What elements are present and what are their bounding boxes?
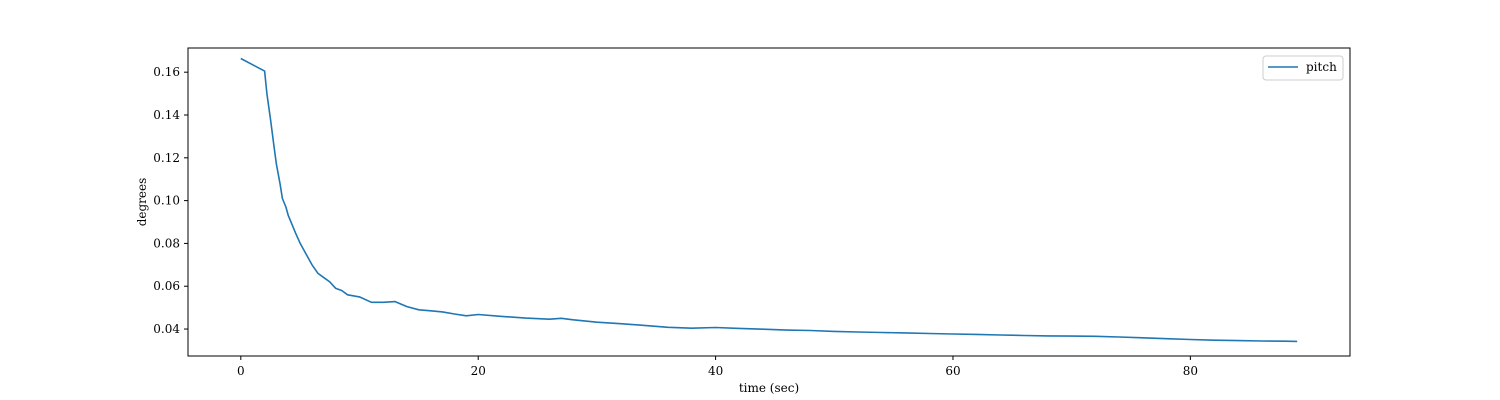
legend-box bbox=[1262, 55, 1344, 81]
y-tick-label: 0.08 bbox=[153, 236, 180, 250]
y-tick-label: 0.16 bbox=[153, 65, 180, 79]
legend-label-pitch: pitch bbox=[1306, 60, 1337, 74]
y-axis-label: degrees bbox=[135, 178, 149, 227]
y-tick-label: 0.14 bbox=[153, 108, 180, 122]
x-tick-label: 0 bbox=[237, 364, 245, 378]
legend: pitch bbox=[1262, 55, 1344, 81]
y-tick-label: 0.06 bbox=[153, 279, 180, 293]
x-axis-label: time (sec) bbox=[739, 381, 799, 395]
y-tick-label: 0.04 bbox=[153, 322, 180, 336]
y-tick-label: 0.12 bbox=[153, 151, 180, 165]
series-line-pitch bbox=[240, 57, 1298, 343]
plot-frame bbox=[187, 47, 1351, 357]
x-tick-label: 20 bbox=[471, 364, 486, 378]
axis-ticks: 0 20 40 60 80 0.04 0.06 0.08 0.10 0.12 0.14 0.16 bbox=[153, 65, 1198, 378]
y-tick-label: 0.10 bbox=[153, 194, 180, 208]
x-tick-label: 40 bbox=[708, 364, 723, 378]
x-tick-label: 80 bbox=[1183, 364, 1198, 378]
x-tick-label: 60 bbox=[945, 364, 960, 378]
